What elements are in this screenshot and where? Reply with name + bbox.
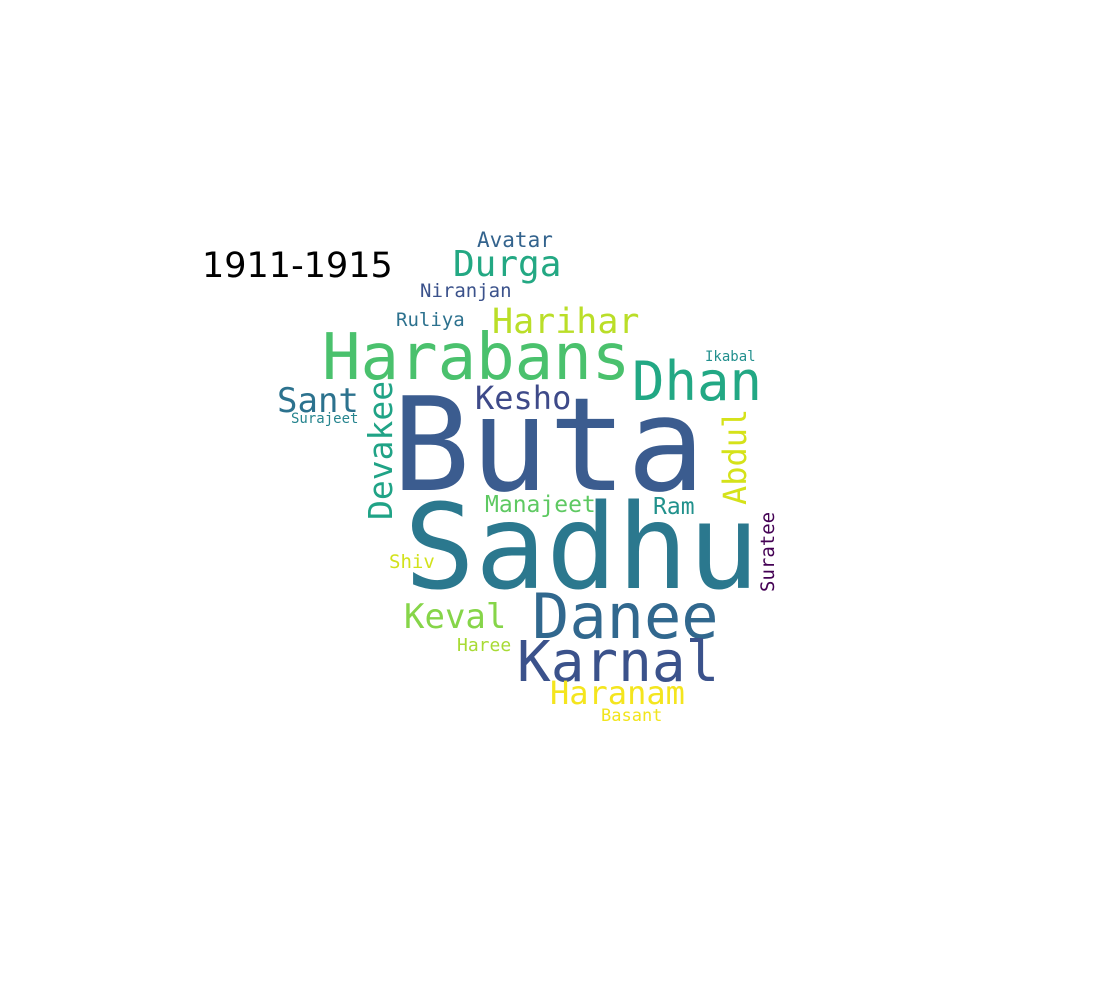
word-karnal: Karnal — [517, 630, 720, 695]
word-basant: Basant — [601, 706, 663, 726]
word-keval: Keval — [404, 597, 507, 637]
word-buta: Buta — [392, 369, 706, 521]
period-label: 1911-1915 — [202, 246, 393, 286]
word-abdul: Abdul — [716, 408, 754, 505]
word-durga: Durga — [453, 244, 562, 285]
word-haree: Haree — [457, 635, 512, 656]
word-shiv: Shiv — [389, 551, 435, 573]
word-surajeet: Surajeet — [291, 411, 359, 427]
word-devakee: Devakee — [361, 380, 400, 520]
word-avatar: Avatar — [477, 228, 553, 252]
word-suratee: Suratee — [757, 511, 779, 592]
word-harihar: Harihar — [492, 302, 640, 342]
word-kesho: Kesho — [475, 379, 572, 417]
word-danee: Danee — [532, 580, 719, 653]
word-manajeet: Manajeet — [485, 492, 596, 518]
word-sant: Sant — [277, 381, 359, 421]
word-sadhu: Sadhu — [404, 478, 760, 616]
word-harabans: Harabans — [322, 321, 631, 395]
word-niranjan: Niranjan — [420, 280, 512, 302]
word-haranam: Haranam — [550, 674, 685, 712]
word-ikabal: Ikabal — [705, 349, 756, 365]
word-dhan: Dhan — [632, 350, 763, 413]
word-ram: Ram — [653, 494, 695, 520]
word-ruliya: Ruliya — [396, 309, 465, 331]
